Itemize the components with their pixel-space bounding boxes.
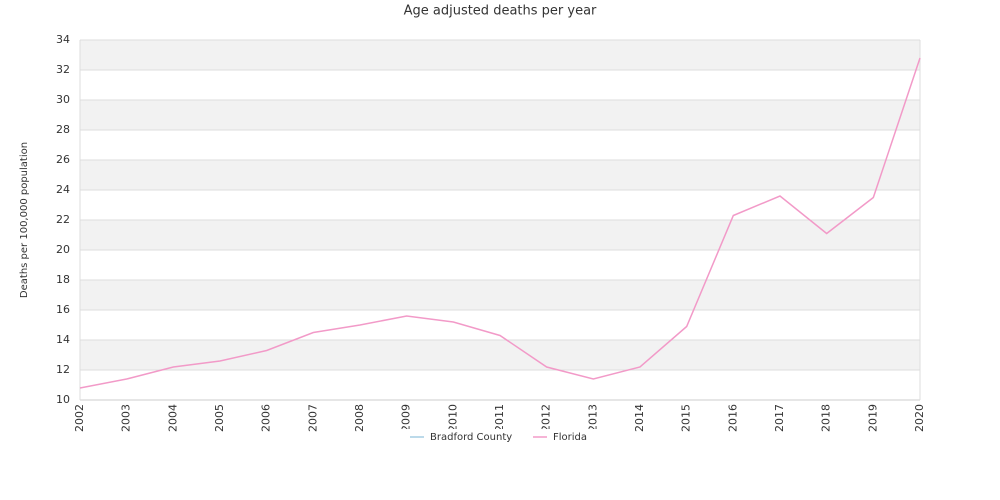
legend-background <box>395 429 605 445</box>
x-tick-label: 2007 <box>306 404 319 432</box>
y-tick-label: 14 <box>56 333 70 346</box>
y-tick-label: 22 <box>56 213 70 226</box>
x-tick-label: 2017 <box>773 404 786 432</box>
y-tick-label: 12 <box>56 363 70 376</box>
x-tick-label: 2006 <box>260 404 273 432</box>
x-tick-label: 2015 <box>680 404 693 432</box>
x-tick-label: 2016 <box>726 404 739 432</box>
chart-title: Age adjusted deaths per year <box>404 4 597 19</box>
y-tick-label: 20 <box>56 243 70 256</box>
x-tick-label: 2008 <box>353 404 366 432</box>
x-tick-label: 2018 <box>820 404 833 432</box>
y-tick-label: 34 <box>56 33 70 46</box>
x-tick-label: 2009 <box>400 404 413 432</box>
grid-band <box>80 340 920 370</box>
y-tick-label: 16 <box>56 303 70 316</box>
x-tick-label: 2005 <box>213 404 226 432</box>
y-axis-label: Deaths per 100,000 population <box>19 142 30 298</box>
x-tick-label: 2004 <box>166 404 179 432</box>
x-tick-label: 2003 <box>120 404 133 432</box>
grid-band <box>80 40 920 70</box>
x-tick-label: 2012 <box>540 404 553 432</box>
y-tick-label: 28 <box>56 123 70 136</box>
y-tick-label: 18 <box>56 273 70 286</box>
y-tick-label: 32 <box>56 63 70 76</box>
series-line <box>79 57 921 389</box>
x-tick-label: 2013 <box>586 404 599 432</box>
y-tick-label: 30 <box>56 93 70 106</box>
x-tick-label: 2014 <box>633 404 646 432</box>
y-tick-label: 26 <box>56 153 70 166</box>
legend-label: Bradford County <box>430 432 512 443</box>
grid-band <box>80 220 920 250</box>
x-tick-label: 2011 <box>493 404 506 432</box>
grid-band <box>80 280 920 310</box>
y-tick-label: 10 <box>56 393 70 406</box>
x-tick-label: 2002 <box>73 404 86 432</box>
x-tick-label: 2020 <box>913 404 926 432</box>
y-tick-label: 24 <box>56 183 70 196</box>
legend-label: Florida <box>553 432 587 443</box>
x-tick-label: 2010 <box>446 404 459 432</box>
grid-band <box>80 100 920 130</box>
x-tick-label: 2019 <box>866 404 879 432</box>
grid-band <box>80 160 920 190</box>
